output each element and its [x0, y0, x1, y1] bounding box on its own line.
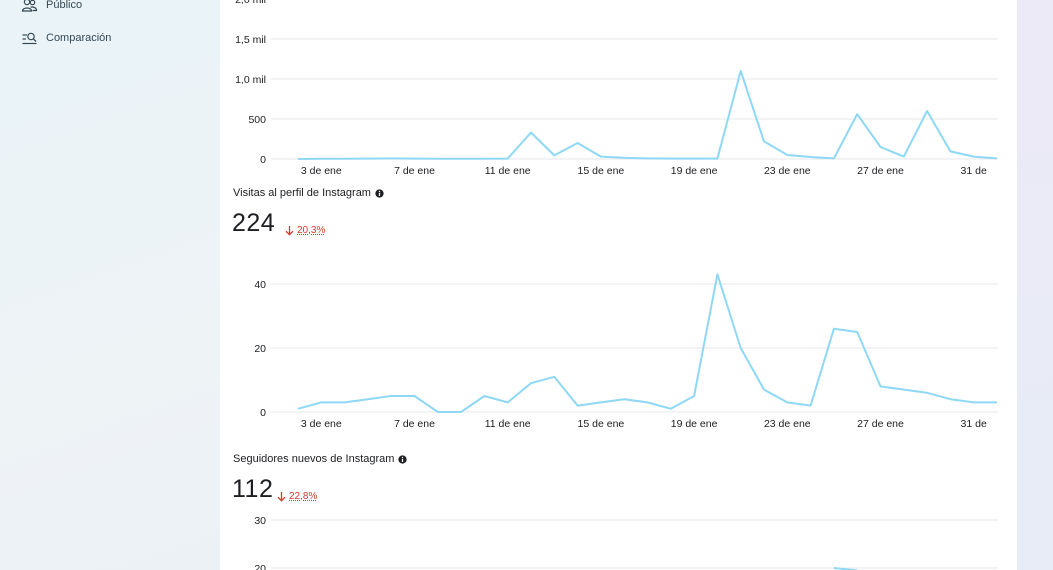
- metric-change-value: 20,3%: [297, 225, 326, 236]
- y-tick-label: 1,5 mil: [235, 34, 266, 46]
- metric-change: 20,3%: [285, 225, 325, 236]
- y-tick-label: 40: [254, 279, 266, 291]
- series-line: [297, 70, 998, 160]
- metric-value: 224: [232, 209, 276, 237]
- x-tick-label: 23 de ene: [764, 418, 811, 430]
- metric-title-text: Visitas al perfil de Instagram: [233, 187, 371, 199]
- x-tick-label: 11 de ene: [485, 418, 531, 430]
- metric-title: Visitas al perfil de Instagram: [233, 187, 384, 199]
- sidebar-item-publico[interactable]: Público: [21, 0, 82, 15]
- chart-3: 30 20: [220, 510, 1017, 570]
- x-tick-label: 19 de ene: [671, 165, 718, 177]
- y-tick-label: 2,0 mil: [235, 0, 266, 6]
- x-tick-label: 15 de ene: [578, 165, 625, 177]
- sidebar-item-label: Público: [46, 0, 83, 11]
- series-line: [833, 567, 858, 570]
- chart-3-svg: 30 20: [254, 515, 998, 570]
- y-tick-label: 20: [254, 563, 266, 570]
- series-line: [297, 273, 997, 413]
- y-tick-label: 0: [260, 407, 266, 419]
- x-tick-label: 23 de ene: [764, 165, 811, 177]
- chart-1-svg: 2,0 mil 1,5 mil 1,0 mil 500 0 3 de ene 7 de en…: [235, 0, 998, 177]
- people-icon: [21, 0, 38, 12]
- chart-2-svg: 40 20 0 3 de ene 7 de ene 11 de ene 15 de ene 1…: [254, 273, 998, 430]
- y-tick-label: 500: [248, 114, 266, 126]
- y-tick-label: 1,0 mil: [235, 74, 266, 86]
- metric-title: Seguidores nuevos de Instagram: [233, 453, 408, 465]
- x-tick-label: 3 de ene: [301, 165, 342, 177]
- x-tick-label: 15 de ene: [578, 418, 625, 430]
- info-icon[interactable]: [398, 454, 408, 464]
- x-tick-label: 31 de: [961, 165, 987, 177]
- metric-value: 112: [232, 475, 274, 503]
- y-tick-label: 20: [254, 343, 266, 355]
- arrow-down-icon: [277, 492, 286, 502]
- y-tick-label: 30: [254, 515, 266, 527]
- x-tick-label: 7 de ene: [394, 165, 435, 177]
- x-tick-label: 31 de: [961, 418, 987, 430]
- compare-search-icon: [22, 32, 37, 44]
- x-tick-label: 3 de ene: [301, 418, 342, 430]
- metrics-panel: 2,0 mil 1,5 mil 1,0 mil 500 0 3 de ene 7 de en…: [220, 0, 1017, 570]
- info-icon[interactable]: [375, 188, 384, 198]
- y-tick-label: 0: [260, 154, 266, 166]
- x-tick-label: 7 de ene: [394, 418, 435, 430]
- x-tick-label: 11 de ene: [485, 165, 531, 177]
- sidebar-item-comparacion[interactable]: Comparación: [21, 28, 111, 48]
- arrow-down-icon: [285, 226, 294, 236]
- page-background-edge: [1017, 0, 1053, 570]
- metric-change: 22,8%: [277, 491, 317, 502]
- metric-change-value: 22,8%: [289, 491, 318, 502]
- chart-1: 2,0 mil 1,5 mil 1,0 mil 500 0 3 de ene 7 de en…: [220, 0, 1017, 180]
- sidebar-item-label: Comparación: [46, 32, 112, 44]
- chart-2: 40 20 0 3 de ene 7 de ene 11 de ene 15 de ene 1…: [220, 255, 1017, 435]
- x-tick-label: 27 de ene: [857, 418, 904, 430]
- x-tick-label: 27 de ene: [857, 165, 904, 177]
- sidebar: Público Comparación: [0, 0, 220, 570]
- x-tick-label: 19 de ene: [671, 418, 718, 430]
- metric-title-text: Seguidores nuevos de Instagram: [233, 453, 395, 465]
